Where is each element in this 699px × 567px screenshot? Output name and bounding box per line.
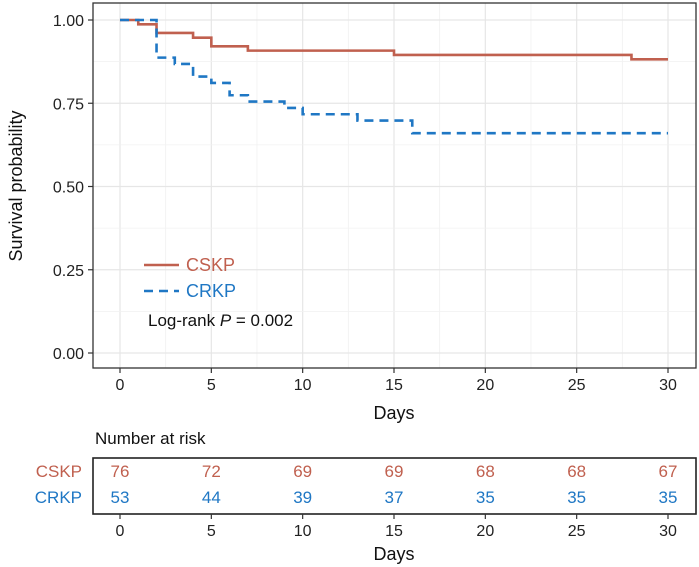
risk-x-tick-label: 20 — [476, 523, 494, 540]
risk-x-tick-label: 5 — [207, 523, 216, 540]
survival-curve-cskp — [120, 18, 668, 61]
x-tick-label: 0 — [116, 377, 125, 394]
y-tick-label: 0.00 — [53, 346, 84, 363]
risk-count-crkp: 35 — [659, 488, 678, 507]
risk-count-cskp: 68 — [567, 462, 586, 481]
log-rank-variable: P — [220, 311, 232, 330]
legend-label-cskp: CSKP — [186, 255, 235, 275]
y-tick-label: 0.75 — [53, 96, 84, 113]
x-tick-label: 10 — [294, 377, 312, 394]
risk-x-axis-title: Days — [373, 544, 414, 564]
main-y-axis: 0.00 0.25 0.50 0.75 1.00 — [53, 13, 93, 363]
risk-row-label-cskp: CSKP — [36, 462, 82, 481]
y-tick-label: 0.25 — [53, 263, 84, 280]
x-tick-label: 30 — [659, 377, 677, 394]
x-tick-label: 5 — [207, 377, 216, 394]
risk-x-tick-label: 0 — [116, 523, 125, 540]
x-tick-label: 25 — [568, 377, 586, 394]
risk-count-cskp: 72 — [202, 462, 221, 481]
risk-count-cskp: 69 — [385, 462, 404, 481]
risk-row-label-crkp: CRKP — [35, 488, 82, 507]
survival-curve-crkp — [120, 18, 668, 135]
risk-count-crkp: 39 — [293, 488, 312, 507]
risk-count-crkp: 37 — [385, 488, 404, 507]
survival-curves — [120, 18, 668, 135]
risk-count-cskp: 69 — [293, 462, 312, 481]
risk-count-cskp: 68 — [476, 462, 495, 481]
legend-label-crkp: CRKP — [186, 281, 236, 301]
risk-table-values: 76 72 69 69 68 68 67 53 44 39 37 35 35 35 — [111, 462, 678, 507]
risk-count-crkp: 44 — [202, 488, 221, 507]
risk-x-tick-label: 30 — [659, 523, 677, 540]
risk-x-tick-label: 10 — [294, 523, 312, 540]
risk-x-tick-label: 25 — [568, 523, 586, 540]
log-rank-annotation: Log-rank P = 0.002 — [148, 311, 293, 330]
risk-count-cskp: 76 — [111, 462, 130, 481]
y-tick-label: 1.00 — [53, 13, 84, 30]
y-axis-title: Survival probability — [6, 110, 26, 261]
log-rank-prefix: Log-rank — [148, 311, 220, 330]
x-axis-title: Days — [373, 403, 414, 423]
risk-table-title: Number at risk — [95, 429, 206, 448]
legend: CSKP CRKP — [144, 255, 236, 301]
risk-count-cskp: 67 — [659, 462, 678, 481]
risk-count-crkp: 53 — [111, 488, 130, 507]
main-x-axis: 0 5 10 15 20 25 30 — [116, 368, 677, 394]
y-tick-label: 0.50 — [53, 180, 84, 197]
x-tick-label: 20 — [476, 377, 494, 394]
risk-count-crkp: 35 — [567, 488, 586, 507]
risk-x-axis: 0 5 10 15 20 25 30 — [116, 514, 677, 540]
risk-x-tick-label: 15 — [385, 523, 403, 540]
main-grid — [93, 3, 696, 368]
log-rank-value: = 0.002 — [231, 311, 293, 330]
x-tick-label: 15 — [385, 377, 403, 394]
risk-count-crkp: 35 — [476, 488, 495, 507]
